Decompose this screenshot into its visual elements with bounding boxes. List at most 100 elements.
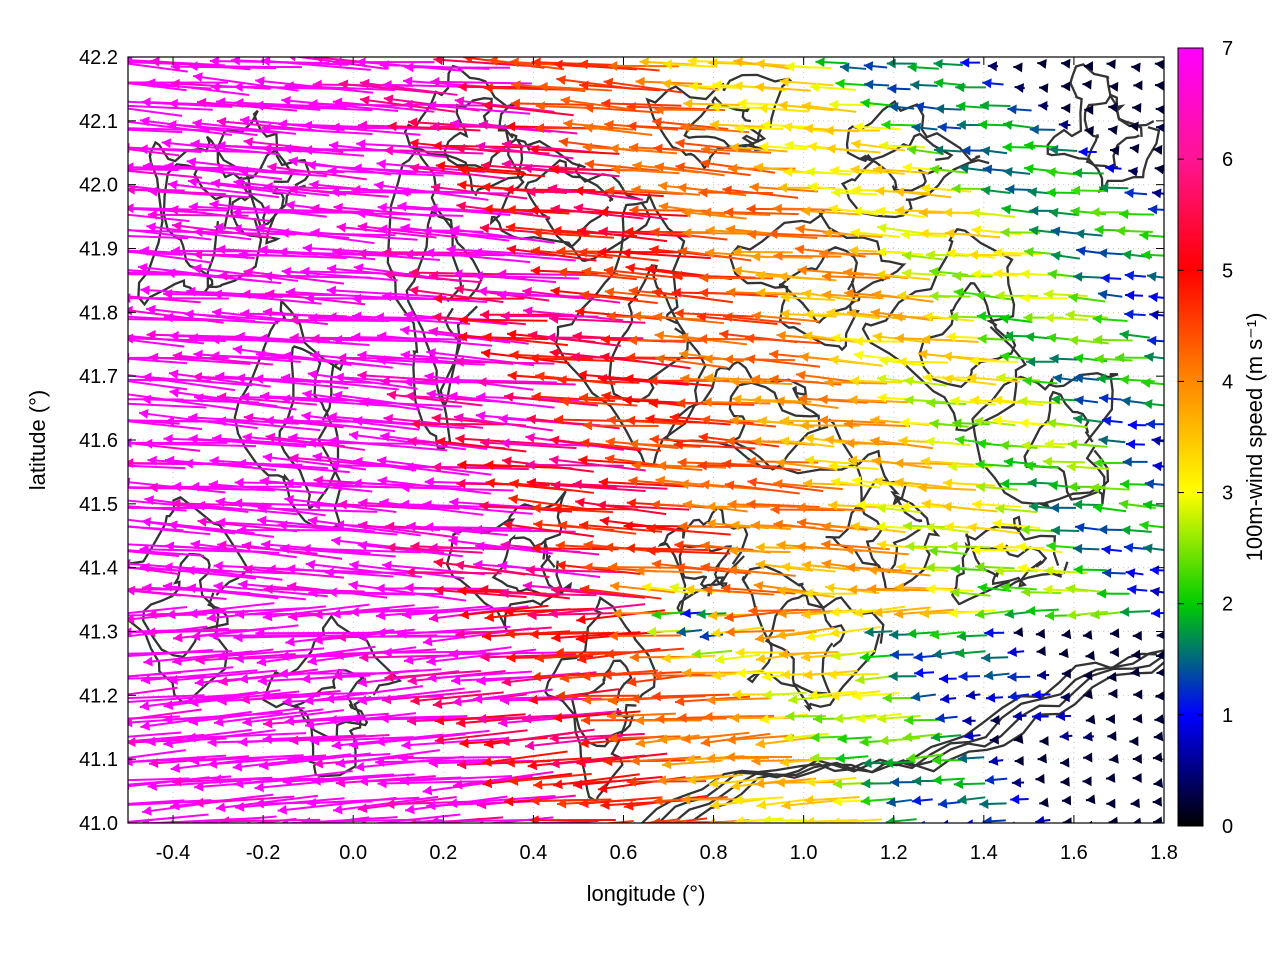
wind-arrow-shaft xyxy=(128,234,189,240)
wind-arrow-head xyxy=(448,798,458,809)
wind-arrow-head xyxy=(211,774,221,785)
wind-arrow-shaft xyxy=(262,147,365,157)
wind-arrow-head xyxy=(1147,271,1157,282)
wind-arrow-shaft xyxy=(434,729,528,742)
wind-arrow-head xyxy=(583,420,593,431)
wind-arrow-head xyxy=(725,626,735,637)
wind-arrow-head xyxy=(213,581,223,592)
wind-arrow-head xyxy=(357,120,368,131)
wind-arrow-head xyxy=(600,352,610,363)
wind-arrow-shaft xyxy=(128,666,234,678)
wind-arrow-head xyxy=(975,561,985,572)
wind-arrow-head xyxy=(1133,689,1143,700)
wind-arrow-head xyxy=(897,356,907,367)
wind-arrow-head xyxy=(994,542,1004,553)
y-axis-title: latitude (°) xyxy=(25,390,50,491)
wind-arrow-shaft xyxy=(383,416,484,429)
wind-arrow-shaft xyxy=(128,549,205,557)
wind-arrow-head xyxy=(456,478,466,489)
wind-arrow-head xyxy=(164,416,174,427)
wind-arrow-head xyxy=(480,652,490,663)
wind-arrow-shaft xyxy=(410,422,505,426)
wind-arrow-head xyxy=(971,545,981,556)
wind-arrow-shaft xyxy=(128,708,202,721)
wind-arrow-head xyxy=(352,311,362,322)
wind-arrow-shaft xyxy=(505,225,590,236)
wind-arrow-head xyxy=(455,433,465,444)
wind-arrow-shaft xyxy=(625,356,708,360)
wind-arrow-shaft xyxy=(522,166,620,178)
wind-arrow-head xyxy=(259,476,270,487)
wind-arrow-head xyxy=(409,138,419,149)
wind-arrow-head xyxy=(555,540,565,551)
wind-arrow-shaft xyxy=(646,526,731,536)
wind-arrow-shaft xyxy=(216,395,317,406)
wind-arrow-head xyxy=(431,413,441,424)
wind-arrow-head xyxy=(1083,670,1093,681)
wind-arrow-head xyxy=(780,309,790,320)
wind-arrow-head xyxy=(426,100,437,111)
x-tick-label: -0.2 xyxy=(246,842,280,864)
wind-arrow-head xyxy=(829,99,839,110)
wind-arrow-head xyxy=(262,734,272,745)
wind-arrow-head xyxy=(1073,271,1083,282)
wind-arrow-head xyxy=(914,101,925,112)
wind-arrow-head xyxy=(128,585,136,596)
wind-arrow-shaft xyxy=(234,654,349,660)
wind-arrow-head xyxy=(894,187,905,198)
wind-arrow-head xyxy=(899,417,910,428)
wind-arrow-head xyxy=(896,562,906,573)
wind-arrow-shaft xyxy=(428,759,533,765)
wind-arrow-head xyxy=(556,246,566,257)
wind-arrow-shaft xyxy=(651,693,730,698)
wind-arrow-head xyxy=(377,456,387,467)
wind-arrow-shaft xyxy=(603,80,683,94)
wind-arrow-head xyxy=(1105,772,1116,783)
wind-arrow-shaft xyxy=(128,754,227,763)
wind-arrow-head xyxy=(1014,755,1024,766)
wind-arrow-head xyxy=(478,820,484,823)
wind-arrow-head xyxy=(1129,143,1140,154)
wind-arrow-shaft xyxy=(283,418,396,433)
wind-arrow-head xyxy=(596,500,606,511)
wind-arrow-head xyxy=(94,353,103,363)
wind-arrow-head xyxy=(428,612,439,623)
wind-arrow-head xyxy=(434,734,445,745)
wind-arrow-head xyxy=(606,415,617,426)
wind-arrow-head xyxy=(506,121,516,132)
wind-arrow-shaft xyxy=(652,315,724,325)
wind-arrow-head xyxy=(883,757,893,768)
wind-arrow-shaft xyxy=(530,798,612,802)
wind-arrow-head xyxy=(770,504,780,515)
wind-arrow-shaft xyxy=(551,483,646,493)
wind-arrow-shaft xyxy=(188,607,306,616)
wind-arrow-head xyxy=(1125,568,1136,579)
wind-arrow-head xyxy=(1099,393,1109,404)
wind-arrow-head xyxy=(97,269,106,279)
wind-arrow-head xyxy=(1082,776,1092,787)
wind-arrow-shaft xyxy=(167,182,280,199)
wind-arrow-head xyxy=(704,247,715,258)
wind-arrow-head xyxy=(627,121,637,132)
wind-arrow-head xyxy=(169,330,179,341)
wind-arrow-head xyxy=(1073,499,1083,510)
wind-arrow-head xyxy=(1067,439,1078,450)
wind-arrow-head xyxy=(779,415,789,426)
wind-arrow-shaft xyxy=(779,439,835,448)
wind-arrow-shaft xyxy=(128,169,203,179)
wind-arrow-shaft xyxy=(163,689,281,708)
wind-arrow-shaft xyxy=(238,170,345,173)
wind-arrow-head xyxy=(399,775,410,786)
wind-arrow-head xyxy=(700,415,711,426)
wind-arrow-head xyxy=(434,585,444,596)
wind-arrow-head xyxy=(711,670,722,681)
wind-arrow-head xyxy=(194,393,204,404)
wind-arrow-head xyxy=(1023,312,1033,323)
wind-arrow-head xyxy=(511,80,521,91)
wind-arrow-head xyxy=(982,816,992,823)
wind-arrow-head xyxy=(334,650,344,661)
wind-arrow-head xyxy=(796,502,806,513)
wind-arrow-head xyxy=(334,372,344,383)
wind-arrow-head xyxy=(138,409,149,419)
wind-arrow-head xyxy=(843,419,853,430)
